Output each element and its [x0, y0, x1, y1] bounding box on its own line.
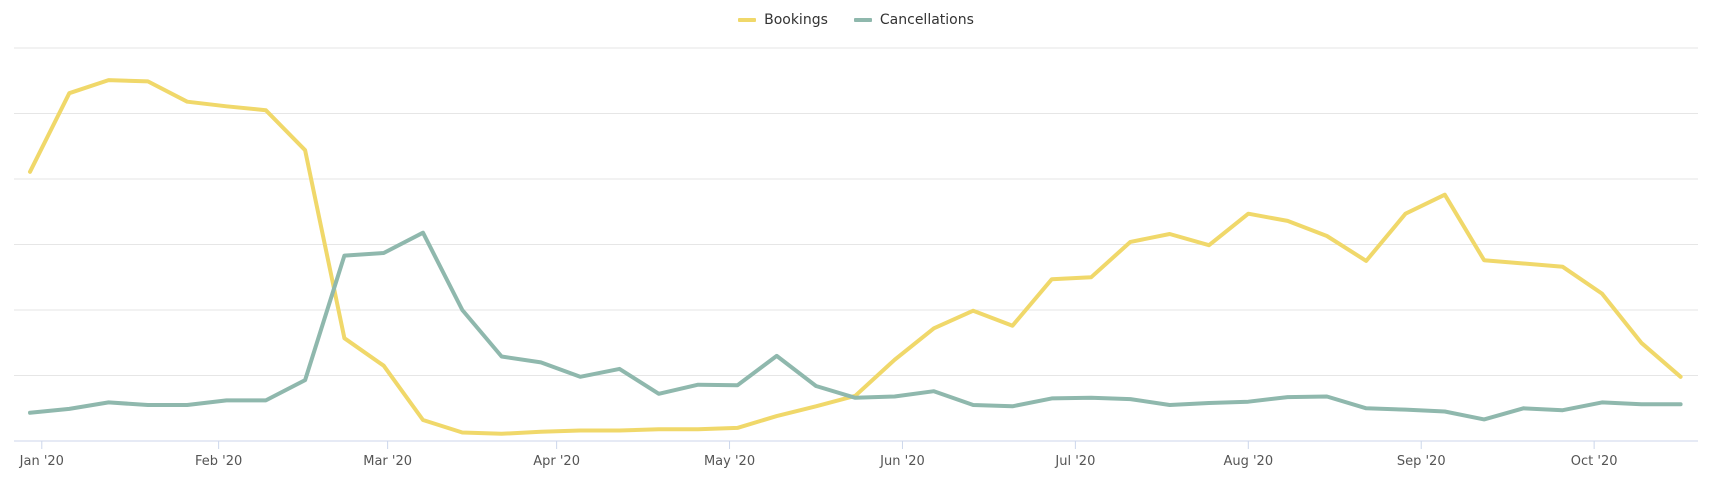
x-tick-label: Apr '20 — [533, 454, 580, 469]
legend-item-cancellations[interactable]: Cancellations — [853, 12, 974, 28]
x-tick-label: Jan '20 — [19, 454, 64, 469]
series-line-bookings[interactable] — [28, 78, 1683, 436]
series-line-cancellations[interactable] — [28, 230, 1683, 422]
series-lines — [28, 78, 1683, 436]
x-tick-label: Aug '20 — [1223, 454, 1273, 469]
x-tick-label: Sep '20 — [1397, 454, 1446, 469]
x-tick-label: May '20 — [704, 454, 755, 469]
chart-legend: Bookings Cancellations — [0, 12, 1712, 28]
x-tick-label: Oct '20 — [1571, 454, 1618, 469]
legend-swatch-cancellations — [853, 18, 872, 22]
legend-label-cancellations: Cancellations — [879, 12, 974, 28]
x-tick-label: Jun '20 — [879, 454, 925, 469]
legend-label-bookings: Bookings — [764, 12, 828, 28]
x-tick-label: Feb '20 — [195, 454, 242, 469]
legend-item-bookings[interactable]: Bookings — [738, 12, 828, 28]
legend-swatch-bookings — [738, 18, 757, 22]
x-axis: Jan '20 Feb '20 Mar '20 Apr '20 May '20 Jun '… — [14, 440, 1698, 469]
x-tick-label: Jul '20 — [1054, 454, 1095, 469]
x-tick-label: Mar '20 — [363, 454, 412, 469]
grid-lines — [14, 47, 1698, 376]
